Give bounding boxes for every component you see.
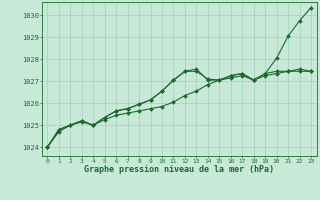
X-axis label: Graphe pression niveau de la mer (hPa): Graphe pression niveau de la mer (hPa)	[84, 165, 274, 174]
